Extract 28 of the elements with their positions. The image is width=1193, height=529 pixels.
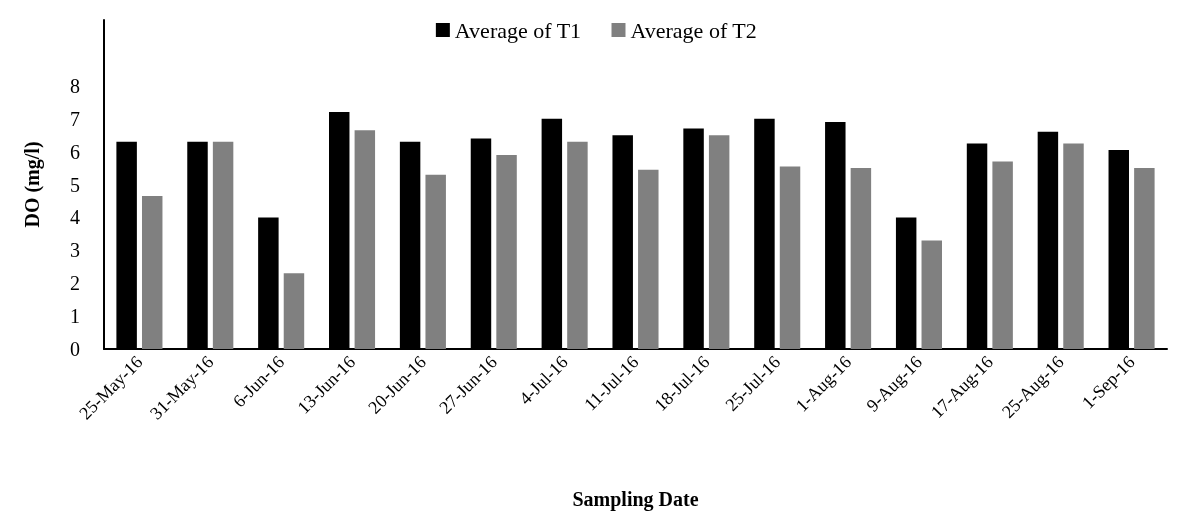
y-tick-label: 1 (70, 305, 80, 328)
bar (921, 240, 942, 349)
bar (283, 273, 305, 349)
bar (354, 130, 376, 349)
bar (638, 169, 659, 349)
bar (496, 154, 517, 349)
y-tick-label: 5 (70, 173, 80, 196)
bar (212, 141, 234, 349)
y-tick-label: 8 (70, 74, 80, 97)
bar (992, 161, 1013, 349)
bar (708, 135, 730, 349)
y-tick-label: 7 (70, 107, 80, 130)
bar (850, 168, 872, 349)
y-tick-label: 0 (70, 338, 80, 360)
bar (567, 141, 588, 349)
legend-label: Average of T1 (454, 17, 582, 43)
bar (425, 174, 446, 349)
y-axis-title: DO (mg/l) (21, 141, 44, 228)
y-tick-label: 4 (70, 206, 80, 229)
y-tick-label: 6 (70, 140, 80, 163)
legend-label: Average of T2 (630, 17, 757, 43)
bar (1063, 143, 1084, 349)
y-tick-label: 2 (70, 272, 80, 295)
y-tick-label: 3 (70, 239, 80, 262)
bar (1134, 168, 1155, 349)
x-axis-title: Sampling Date (572, 488, 699, 511)
bar (779, 166, 801, 349)
bar (141, 196, 163, 349)
